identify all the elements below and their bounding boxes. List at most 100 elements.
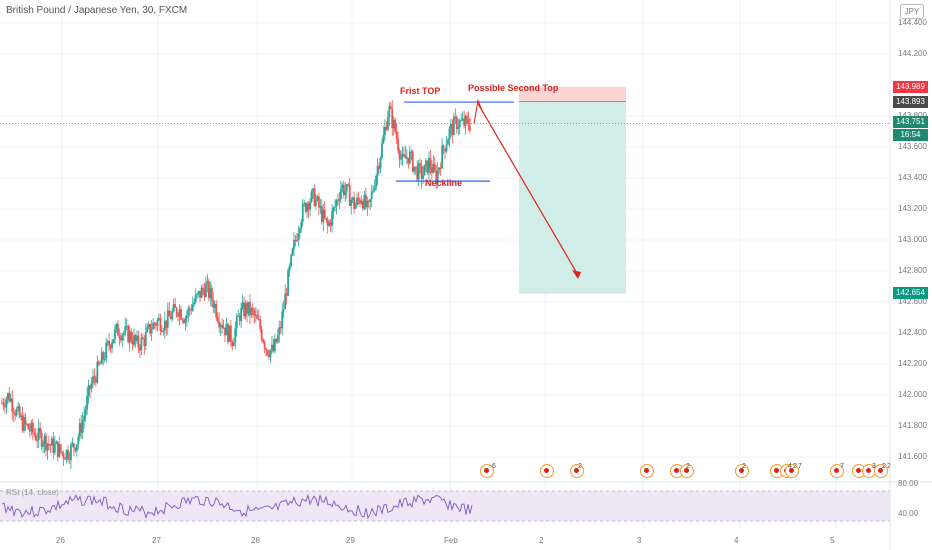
candle-body [290, 255, 292, 266]
candle-body [12, 411, 15, 414]
candle-body [366, 200, 369, 208]
candle-body [391, 108, 394, 129]
candle-body [59, 444, 62, 452]
candle-body [111, 342, 113, 349]
candle-body [49, 444, 52, 446]
candle-body [227, 323, 229, 342]
candle-body [168, 310, 171, 317]
candle-body [134, 335, 137, 341]
candle-body [254, 314, 257, 316]
event-marker[interactable] [735, 464, 749, 478]
candle-body [354, 204, 357, 209]
candle-body [364, 194, 367, 208]
candle-body [295, 240, 298, 242]
event-marker[interactable] [830, 464, 844, 478]
candle-body [39, 427, 42, 433]
candle-body [8, 393, 11, 402]
candle-body [353, 197, 356, 209]
candle-body [169, 316, 172, 320]
candle-body [114, 329, 116, 340]
candle-body [17, 406, 20, 410]
candle-body [247, 301, 250, 314]
stop-loss-zone[interactable] [519, 86, 626, 102]
candle-body [146, 327, 149, 333]
candle-body [244, 303, 247, 317]
first-top-label[interactable]: Frist TOP [400, 86, 441, 96]
candle-body [464, 116, 467, 126]
candle-body [116, 323, 119, 336]
projection-arrow[interactable] [477, 103, 579, 276]
candle-body [197, 291, 200, 294]
candle-body [385, 126, 388, 130]
candle-body [194, 294, 197, 303]
candle-body [90, 383, 93, 390]
candle-body [56, 441, 59, 457]
candle-body [428, 158, 430, 174]
event-marker[interactable] [874, 464, 888, 478]
candle-body [420, 165, 423, 179]
candle-body [315, 199, 317, 206]
event-marker[interactable] [480, 464, 494, 478]
candle-body [304, 203, 307, 212]
candle-body [345, 184, 348, 192]
candle-body [312, 188, 314, 192]
candle-body [411, 151, 414, 172]
candle-body [454, 116, 457, 118]
candle-body [319, 206, 322, 208]
x-tick-label: 2 [539, 536, 544, 545]
take-profit-zone[interactable] [519, 101, 626, 294]
candle-body [298, 228, 301, 234]
candle-body [403, 154, 405, 156]
second-top-label[interactable]: Possible Second Top [468, 83, 559, 93]
rsi-upper-value: 80.00 [898, 479, 919, 488]
candle-body [161, 331, 163, 333]
candle-body [384, 126, 386, 136]
candle-body [351, 197, 354, 201]
candle-body [334, 206, 336, 208]
event-marker[interactable] [570, 464, 584, 478]
y-tick-label: 144.400 [898, 18, 927, 27]
candle-body [75, 444, 78, 451]
y-tick-label: 143.000 [898, 235, 927, 244]
candle-body [425, 160, 427, 165]
neckline-label[interactable]: Neckline [425, 178, 463, 188]
candle-body [370, 191, 373, 199]
candle-body [460, 120, 463, 122]
candle-body [118, 335, 121, 338]
event-marker[interactable] [785, 464, 799, 478]
candle-body [388, 106, 391, 118]
candle-body [184, 318, 187, 324]
event-marker[interactable] [640, 464, 654, 478]
candle-body [158, 318, 160, 320]
projection-arrow-head [572, 270, 581, 279]
candle-body [199, 291, 201, 298]
candle-body [275, 338, 278, 343]
candle-body [34, 434, 37, 441]
candle-body [429, 158, 432, 168]
candle-body [9, 398, 12, 402]
candle-body [404, 154, 407, 159]
candlestick-series [1, 100, 471, 469]
candle-body [130, 331, 133, 341]
event-marker[interactable] [680, 464, 694, 478]
candle-body [89, 385, 91, 390]
candle-body [122, 333, 125, 336]
event-marker[interactable] [540, 464, 554, 478]
candle-body [294, 239, 297, 241]
candle-body [417, 163, 420, 180]
currency-badge[interactable]: JPY [900, 4, 924, 19]
candle-body [188, 308, 191, 310]
candle-body [112, 339, 115, 343]
event-count: 2 [887, 463, 891, 470]
candle-body [119, 337, 122, 341]
candle-body [40, 432, 43, 447]
rsi-indicator-label[interactable]: RSI (14, close) [6, 488, 59, 497]
candle-body [394, 119, 397, 132]
candle-body [105, 343, 108, 360]
rsi-band [0, 491, 890, 521]
rsi-lower-value: 40.00 [898, 509, 919, 518]
candle-body [240, 307, 243, 322]
candle-body [310, 191, 313, 202]
candle-body [251, 308, 254, 311]
